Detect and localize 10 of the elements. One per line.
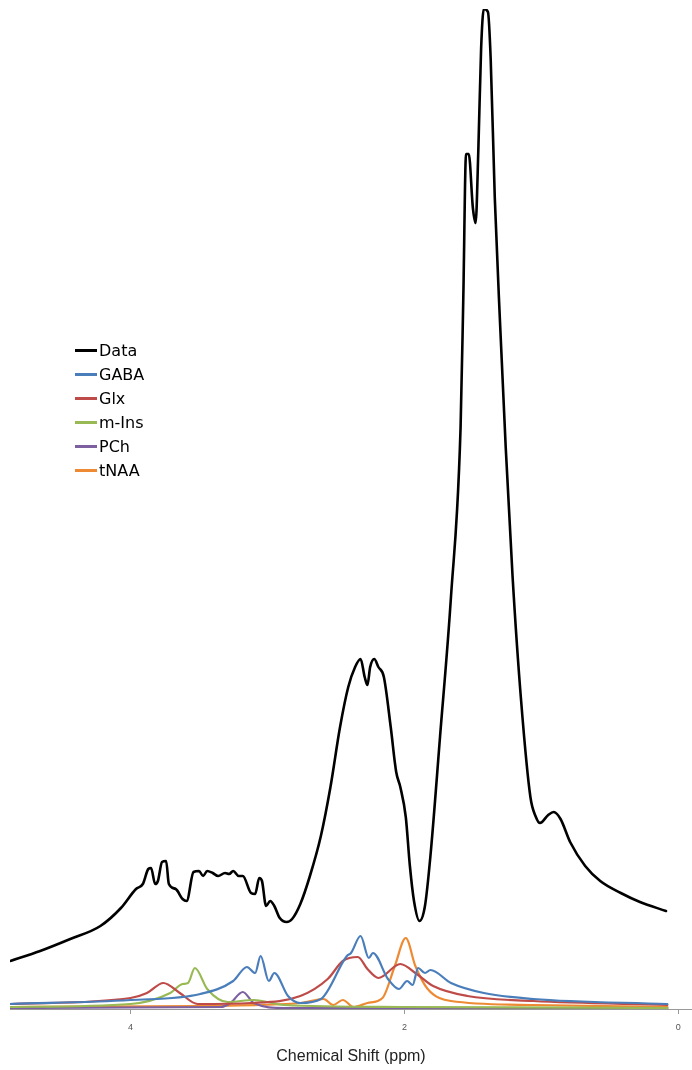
x-tick-label: 4 bbox=[128, 1021, 134, 1032]
legend-label: tNAA bbox=[99, 460, 140, 480]
legend-label: Glx bbox=[99, 388, 126, 408]
legend-label: m-Ins bbox=[99, 412, 144, 432]
x-axis-title: Chemical Shift (ppm) bbox=[276, 1046, 426, 1064]
legend-label: GABA bbox=[99, 364, 145, 384]
x-tick-label: 0 bbox=[675, 1021, 681, 1032]
legend-label: Data bbox=[99, 340, 138, 360]
legend-label: PCh bbox=[99, 436, 130, 456]
x-tick-label: 2 bbox=[401, 1021, 407, 1032]
